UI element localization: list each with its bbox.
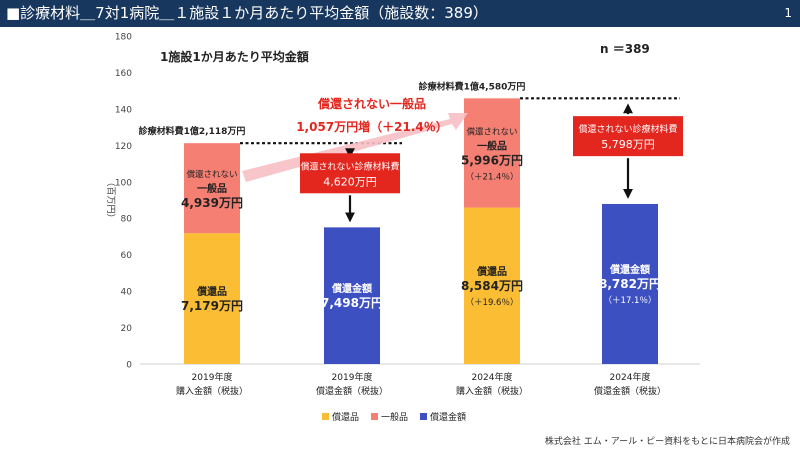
legend-swatch	[420, 413, 427, 420]
x-category-label: 購入金額（税抜）	[176, 385, 248, 397]
legend-label: 償還品	[332, 411, 359, 423]
x-category-label: 2024年度	[610, 371, 651, 383]
legend-label: 償還金額	[430, 411, 466, 423]
y-tick-label: 60	[121, 251, 133, 261]
bar-segment	[464, 207, 520, 364]
bar-data-label: 償還されない	[186, 169, 237, 180]
gap-callout-box	[300, 153, 400, 194]
source-footer: 株式会社 エム・アール・ピー資料をもとに日本病院会が作成	[544, 437, 790, 447]
title-bar: ■診療材料＿7対1病院＿１施設１か月あたり平均金額（施設数：389） 1	[0, 0, 800, 27]
bar-data-label: （＋19.6％）	[466, 297, 519, 308]
y-tick-label: 40	[121, 288, 133, 298]
bar-data-label: 償還品	[476, 265, 507, 278]
y-tick-label: 120	[115, 142, 132, 152]
total-label: 診療材料費1億2,118万円	[139, 125, 246, 137]
page-title: ■診療材料＿7対1病院＿１施設１か月あたり平均金額（施設数：389）	[6, 4, 488, 22]
bar-data-label: 償還金額	[331, 282, 372, 295]
bar-data-label: 償還されない	[466, 126, 517, 137]
legend-label: 一般品	[381, 411, 408, 423]
x-category-label: 2019年度	[332, 371, 373, 383]
growth-annotation-value: 1,057万円増（＋21.4％）	[296, 119, 448, 134]
y-tick-label: 180	[115, 33, 132, 43]
bar-data-label: （＋21.4％）	[466, 171, 519, 182]
bar-data-label: 償還金額	[609, 263, 650, 276]
bar-segment	[464, 98, 520, 208]
bar-data-label: 一般品	[477, 139, 507, 152]
bar-data-label: （＋17.1％）	[604, 295, 657, 306]
bar-data-label: 8,782万円	[599, 277, 661, 291]
chart-subtitle: 1施設1か月あたり平均金額	[160, 50, 309, 64]
gap-callout-title: 償還されない診療材料費	[578, 123, 677, 135]
y-axis-label: （百万円）	[105, 177, 116, 222]
x-category-label: 償還金額（税抜）	[316, 385, 388, 397]
y-tick-label: 100	[115, 178, 132, 188]
y-tick-label: 80	[121, 215, 133, 225]
growth-annotation-title: 償還されない一般品	[317, 96, 426, 111]
bar-data-label: 償還品	[196, 285, 227, 298]
gap-callout-box	[573, 116, 683, 157]
bar-segment	[602, 203, 658, 364]
gap-callout-value: 5,798万円	[601, 138, 655, 151]
legend-swatch	[371, 413, 378, 420]
bar-segment	[324, 227, 380, 364]
y-tick-label: 20	[121, 324, 133, 334]
bar-data-label: 4,939万円	[181, 196, 243, 210]
x-category-label: 購入金額（税抜）	[456, 385, 528, 397]
growth-arrow	[242, 113, 468, 182]
gap-callout-value: 4,620万円	[323, 175, 377, 188]
bar-data-label: 一般品	[197, 182, 227, 195]
x-category-label: 償還金額（税抜）	[594, 385, 666, 397]
sample-size-label: n ＝389	[600, 42, 650, 56]
bar-segment	[184, 143, 240, 234]
bar-segment	[184, 233, 240, 364]
bar-data-label: 7,498万円	[321, 296, 383, 310]
x-category-label: 2019年度	[192, 371, 233, 383]
bar-data-label: 5,996万円	[461, 153, 523, 167]
gap-callout-title: 償還されない診療材料費	[300, 160, 399, 172]
y-tick-label: 0	[126, 361, 132, 371]
legend-swatch	[322, 413, 329, 420]
bar-data-label: 7,179万円	[181, 299, 243, 313]
page-number: 1	[784, 6, 792, 20]
total-label: 診療材料費1億4,580万円	[419, 80, 526, 92]
y-tick-label: 140	[115, 105, 132, 115]
bar-data-label: 8,584万円	[461, 279, 523, 293]
x-category-label: 2024年度	[472, 371, 513, 383]
y-tick-label: 160	[115, 69, 132, 79]
